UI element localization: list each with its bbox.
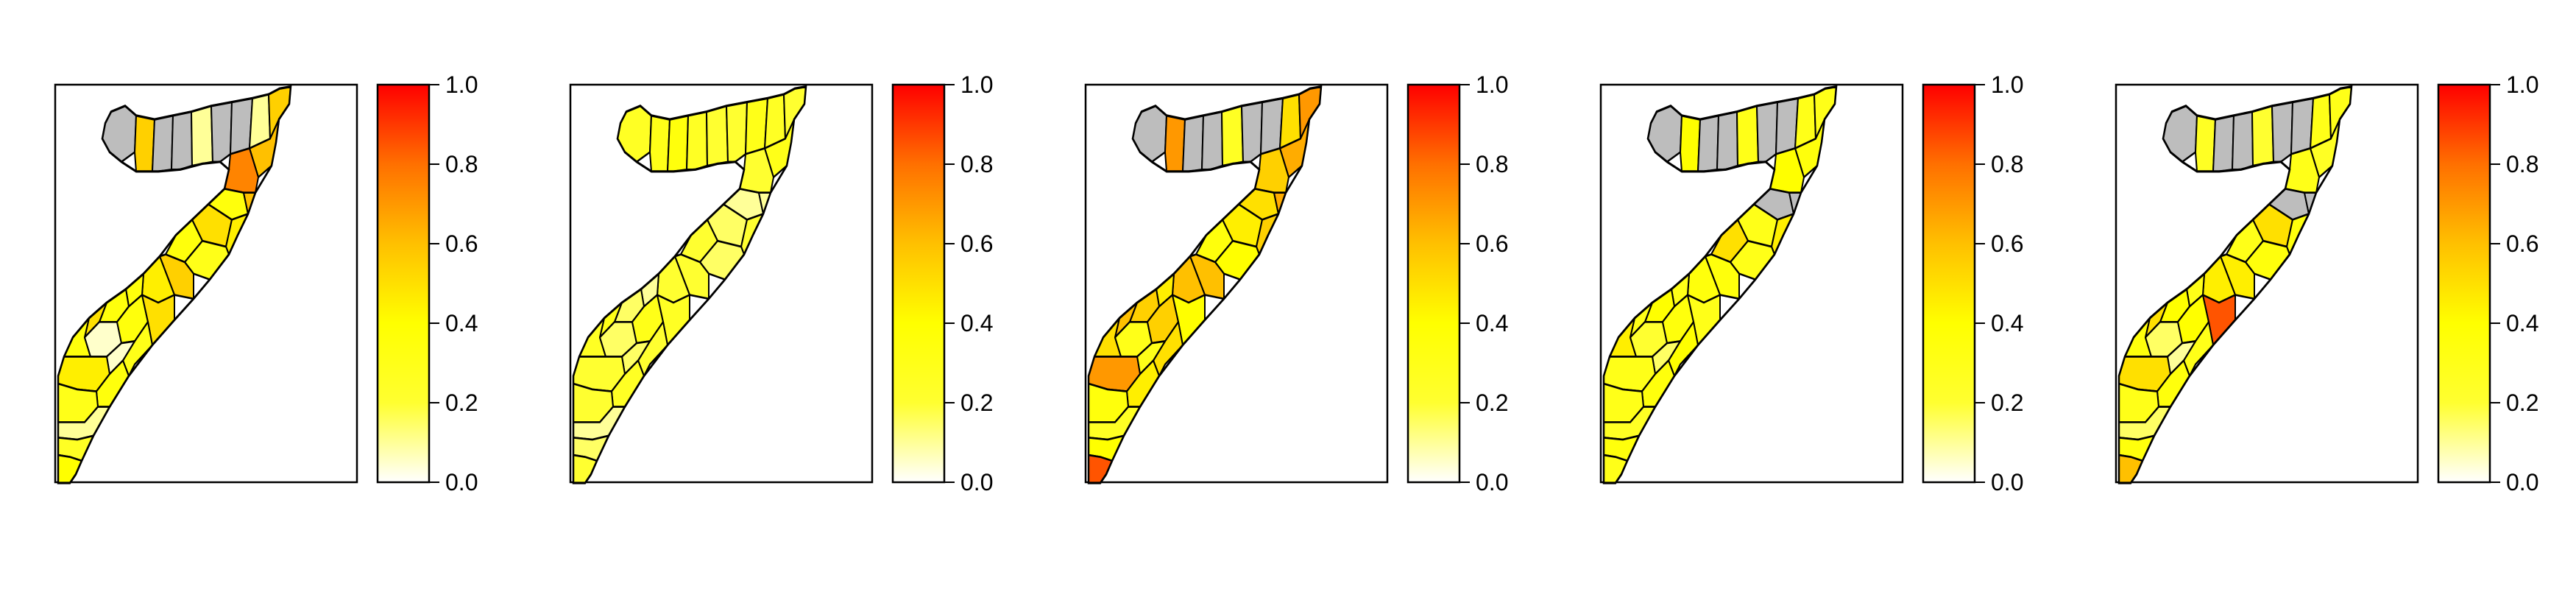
district (1164, 114, 1186, 173)
colorbar (2437, 83, 2491, 484)
map-panel-1: 0.0 0.2 0.4 0.6 0.8 1.0 (54, 71, 478, 495)
district (2212, 114, 2234, 173)
colorbar (376, 83, 431, 484)
country-outline (2117, 85, 2353, 484)
colorbar-tick-label: 0.0 (445, 469, 478, 495)
colorbar-tick-label: 0.6 (445, 230, 478, 257)
colorbar-tick-label: 0.4 (445, 310, 478, 336)
colorbar-tick-label: 0.8 (1991, 151, 2023, 177)
colorbar-tick-label: 0.6 (960, 230, 993, 257)
colorbar-tick-label: 1.0 (2506, 71, 2538, 98)
colorbar-tick-label: 0.8 (2506, 151, 2538, 177)
region-map (57, 85, 292, 484)
colorbar-tick-label: 0.2 (1476, 389, 1508, 416)
colorbar-tick-label: 0.6 (1476, 230, 1508, 257)
country-outline (57, 85, 292, 484)
colorbar-tick-label: 1.0 (1476, 71, 1508, 98)
colorbar-tick-label: 0.2 (1991, 389, 2023, 416)
district (1201, 110, 1223, 171)
district (1736, 105, 1759, 167)
colorbar-tick-label: 0.6 (1991, 230, 2023, 257)
district (1756, 101, 1778, 163)
district (171, 110, 193, 171)
colorbar-tick-label: 0.6 (2506, 230, 2538, 257)
district (1680, 114, 1701, 173)
colorbar-tick-label: 0.0 (960, 469, 993, 495)
colorbar-tick-label: 0.0 (1991, 469, 2023, 495)
country-outline (572, 85, 807, 484)
map-panel-3: 0.0 0.2 0.4 0.6 0.8 1.0 (1084, 71, 1508, 495)
colorbar-tick-label: 0.2 (445, 389, 478, 416)
colorbar-tick-label: 0.2 (2506, 389, 2538, 416)
district (1716, 110, 1738, 171)
region-map (1602, 85, 1838, 484)
district (706, 105, 729, 167)
district (1697, 114, 1719, 173)
district (1182, 114, 1204, 173)
region-map (1087, 85, 1323, 484)
district (152, 114, 174, 173)
district (134, 114, 155, 173)
colorbar-tick-label: 0.8 (1476, 151, 1508, 177)
district (2232, 110, 2254, 171)
region-map (2117, 85, 2353, 484)
map-panel-5: 0.0 0.2 0.4 0.6 0.8 1.0 (2115, 71, 2538, 495)
map-panel-2: 0.0 0.2 0.4 0.6 0.8 1.0 (569, 71, 993, 495)
map-panel-4: 0.0 0.2 0.4 0.6 0.8 1.0 (1599, 71, 2023, 495)
colorbar (1406, 83, 1461, 484)
colorbar-tick-label: 0.0 (1476, 469, 1508, 495)
district (191, 105, 213, 167)
colorbar-tick-label: 0.4 (2506, 310, 2538, 336)
colorbar-tick-label: 0.8 (445, 151, 478, 177)
colorbar-tick-label: 0.0 (2506, 469, 2538, 495)
colorbar-tick-label: 0.8 (960, 151, 993, 177)
district (1241, 101, 1263, 163)
colorbar-tick-label: 0.4 (1991, 310, 2023, 336)
district (2195, 114, 2216, 173)
colorbar-tick-label: 1.0 (960, 71, 993, 98)
district (210, 101, 233, 163)
colorbar-tick-label: 0.2 (960, 389, 993, 416)
district (726, 101, 748, 163)
colorbar (891, 83, 946, 484)
colorbar-tick-label: 0.4 (1476, 310, 1508, 336)
colorbar (1922, 83, 1976, 484)
country-outline (1087, 85, 1323, 484)
district (649, 114, 670, 173)
district (2271, 101, 2293, 163)
region-map (572, 85, 807, 484)
district (1221, 105, 1244, 167)
colorbar-tick-label: 1.0 (1991, 71, 2023, 98)
country-outline (1602, 85, 1838, 484)
district (2251, 105, 2274, 167)
district (686, 110, 708, 171)
colorbar-tick-label: 0.4 (960, 310, 993, 336)
district (667, 114, 689, 173)
colorbar-tick-label: 1.0 (445, 71, 478, 98)
